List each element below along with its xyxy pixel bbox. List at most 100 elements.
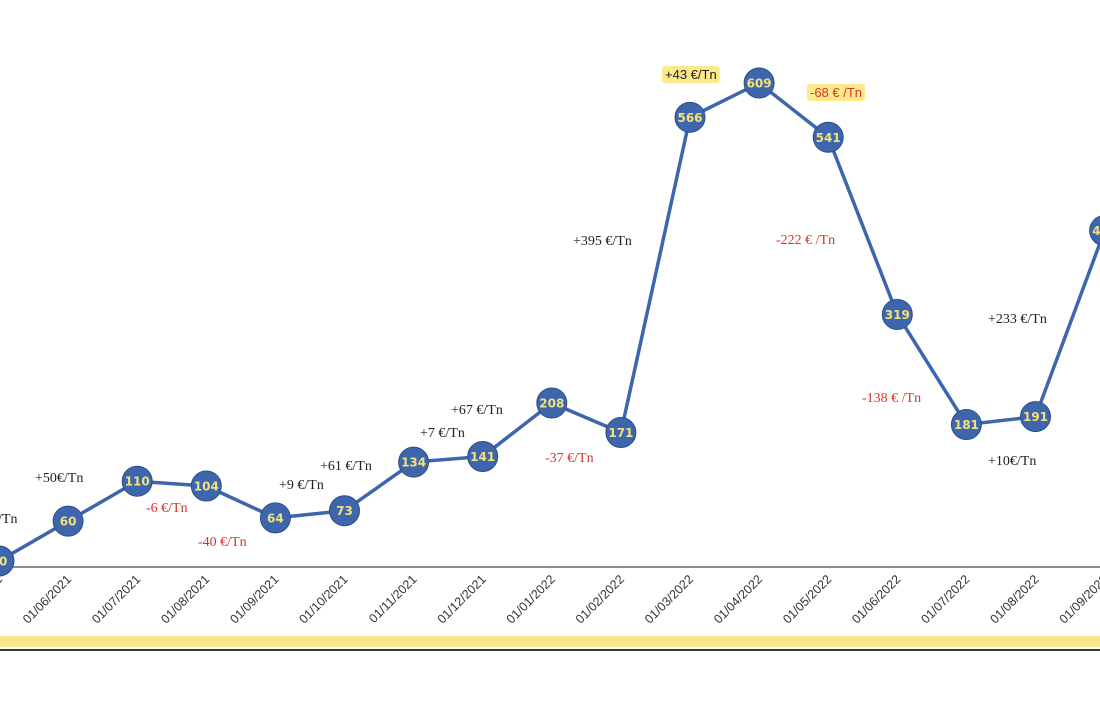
change-annotation-text: +50€/Tn — [35, 471, 83, 486]
change-annotation-text: +43 €/Tn — [665, 67, 717, 82]
data-label: 541 — [816, 131, 841, 145]
x-tick-label: 01/01/2022 — [504, 572, 558, 626]
x-tick-label: 01/07/2022 — [918, 572, 972, 626]
change-annotation-text: +67 €/Tn — [451, 403, 503, 418]
change-annotation-text: -222 € /Tn — [776, 233, 835, 248]
data-point-marker — [674, 101, 706, 133]
change-annotation: +7 €/Tn — [420, 426, 465, 441]
change-annotation-text: -37 €/Tn — [545, 451, 594, 466]
change-annotation: +50€/Tn — [35, 471, 83, 486]
change-annotation-text: +61 €/Tn — [320, 459, 372, 474]
change-annotation-text: -68 € /Tn — [810, 85, 862, 100]
annotation-highlight — [807, 84, 866, 101]
data-point-marker — [0, 545, 15, 577]
data-point: 191 — [1020, 401, 1051, 433]
data-label: 64 — [267, 511, 284, 525]
data-point-marker — [259, 502, 291, 534]
change-annotation-text: +10€/Tn — [988, 454, 1036, 469]
x-tick-label: 01/09/2021 — [227, 572, 281, 626]
x-tick-label: 01/11/2021 — [366, 572, 420, 626]
change-annotation-text: /Tn — [0, 512, 17, 527]
data-point-marker — [536, 387, 568, 419]
change-annotation: +10€/Tn — [988, 454, 1036, 469]
data-label: 609 — [747, 77, 772, 91]
data-label: 171 — [608, 426, 633, 440]
annotation-highlight — [662, 66, 720, 83]
change-annotation-text: -138 € /Tn — [862, 391, 921, 406]
x-tick-label: 01/12/2021 — [435, 572, 489, 626]
data-point: 171 — [605, 417, 637, 449]
data-label: 10 — [0, 555, 7, 569]
data-label: 141 — [470, 450, 495, 464]
x-tick-label: 01/04/2022 — [711, 572, 765, 626]
data-point-marker — [1020, 401, 1051, 433]
change-annotation-text: +395 €/Tn — [573, 234, 632, 249]
data-label: 110 — [125, 475, 150, 489]
change-annotation: +61 €/Tn — [320, 459, 372, 474]
data-point: 566 — [674, 101, 706, 133]
x-tick-label: 01/08/2022 — [987, 572, 1041, 626]
data-point-marker — [881, 298, 913, 330]
data-label: 73 — [336, 504, 353, 518]
x-tick-label: 01/05/2021 — [0, 572, 5, 626]
x-tick-label: 01/03/2022 — [642, 572, 696, 626]
x-tick-label: 01/06/2022 — [849, 572, 903, 626]
change-annotation: +233 €/Tn — [988, 312, 1047, 327]
data-point: 141 — [467, 440, 499, 472]
data-point: 10 — [0, 545, 15, 577]
data-point-marker — [190, 470, 222, 502]
data-label: 181 — [954, 418, 979, 432]
change-annotation: -138 € /Tn — [862, 391, 921, 406]
x-tick-label: 01/07/2021 — [89, 572, 143, 626]
data-point: 104 — [190, 470, 222, 502]
change-annotation: +43 €/Tn — [662, 66, 720, 83]
x-tick-label: 01/02/2022 — [573, 572, 627, 626]
x-tick-label: 01/10/2021 — [296, 572, 350, 626]
data-point: 64 — [259, 502, 291, 534]
data-point: 319 — [881, 298, 913, 330]
change-annotation: +9 €/Tn — [279, 478, 324, 493]
data-point-marker — [1089, 215, 1100, 246]
data-label: 319 — [885, 308, 910, 322]
data-point-marker — [467, 440, 499, 472]
change-annotation: -68 € /Tn — [807, 84, 866, 101]
data-label: 191 — [1023, 410, 1048, 424]
data-point: 424 — [1089, 215, 1100, 246]
x-tick-label: 01/06/2021 — [20, 572, 74, 626]
data-point: 609 — [743, 67, 775, 99]
data-point-marker — [52, 505, 84, 537]
x-tick-label: 01/08/2021 — [158, 572, 212, 626]
data-point: 110 — [121, 465, 153, 497]
change-annotation: +395 €/Tn — [573, 234, 632, 249]
data-point: 208 — [536, 387, 568, 419]
data-label: 134 — [401, 456, 426, 470]
series-line — [0, 81, 1100, 563]
change-annotation: +67 €/Tn — [451, 403, 503, 418]
data-point-marker — [605, 417, 637, 449]
change-annotation: -37 €/Tn — [545, 451, 594, 466]
change-annotation-text: -40 €/Tn — [198, 535, 247, 550]
data-label: 208 — [539, 397, 564, 411]
data-point: 541 — [812, 121, 844, 153]
data-point: 60 — [52, 505, 84, 537]
data-point-marker — [743, 67, 775, 99]
change-annotation: -40 €/Tn — [198, 535, 247, 550]
change-annotation-text: +7 €/Tn — [420, 426, 465, 441]
x-tick-label: 01/09/2022 — [1057, 572, 1100, 626]
change-annotation-text: +9 €/Tn — [279, 478, 324, 493]
data-point-marker — [121, 465, 153, 497]
data-label: 104 — [194, 480, 219, 494]
data-label: 60 — [60, 515, 77, 529]
data-point-marker — [812, 121, 844, 153]
data-label: 424 — [1092, 224, 1100, 238]
data-point-marker — [950, 409, 982, 441]
data-label: 566 — [677, 111, 702, 125]
data-point-marker — [329, 495, 360, 527]
change-annotation: /Tn — [0, 512, 17, 527]
data-point-marker — [398, 446, 430, 478]
data-point: 73 — [329, 495, 360, 527]
data-point: 134 — [398, 446, 430, 478]
data-point: 181 — [950, 409, 982, 441]
change-annotation-text: -6 €/Tn — [146, 501, 188, 516]
